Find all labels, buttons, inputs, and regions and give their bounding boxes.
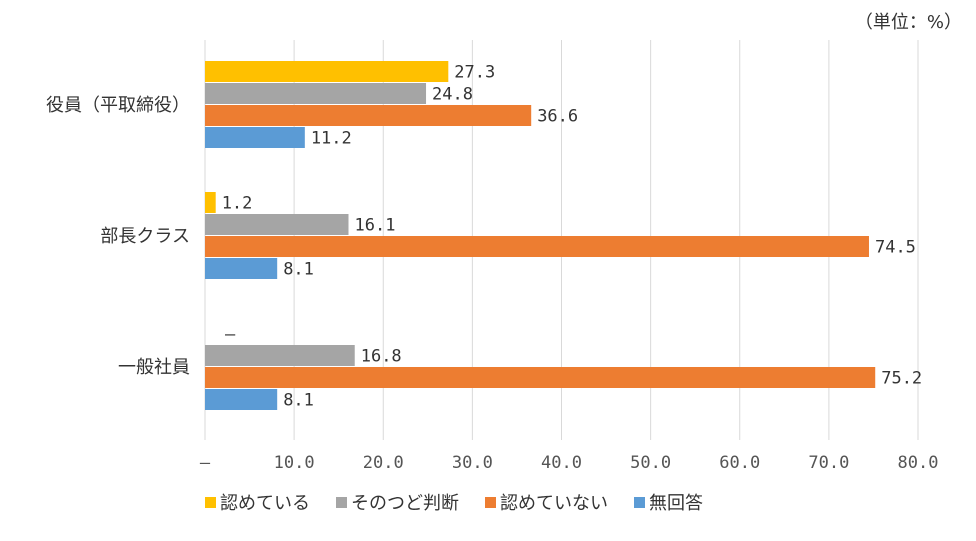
legend-label-sonotsudo-handan: そのつど判断 [351, 493, 459, 514]
legend-swatch-mitomete-iru [205, 496, 216, 508]
legend-swatch-sonotsudo-handan [336, 496, 347, 508]
legend-item-mukaitou: 無回答 [634, 489, 703, 515]
x-tick-label: – [200, 453, 211, 473]
bar-yakuin-mitomete-iru [205, 61, 449, 82]
data-label-ippan-mitomete-iru: – [225, 325, 236, 345]
bar-ippan-sonotsudo-handan [205, 345, 355, 366]
legend-swatch-mitomete-inai [485, 496, 496, 508]
x-tick-label: 70.0 [808, 453, 849, 473]
legend-label-mitomete-iru: 認めている [220, 493, 310, 514]
bar-buchou-mukaitou [205, 258, 278, 279]
data-label-yakuin-mitomete-iru: 27.3 [454, 63, 495, 83]
category-label-ippan: 一般社員 [118, 357, 190, 378]
data-label-ippan-sonotsudo-handan: 16.8 [361, 347, 402, 367]
bar-yakuin-sonotsudo-handan [205, 83, 427, 104]
x-tick-label: 50.0 [630, 453, 671, 473]
data-label-ippan-mitomete-inai: 75.2 [881, 369, 922, 389]
bar-buchou-mitomete-inai [205, 236, 869, 257]
legend: 認めている そのつど判断 認めていない 無回答 [205, 490, 703, 514]
x-tick-label: 30.0 [452, 453, 493, 473]
bar-ippan-mukaitou [205, 389, 278, 410]
data-label-yakuin-mitomete-inai: 36.6 [537, 107, 578, 127]
x-tick-label: 60.0 [719, 453, 760, 473]
unit-label: （単位：%） [854, 12, 962, 33]
legend-label-mitomete-inai: 認めていない [500, 493, 608, 514]
bar-yakuin-mukaitou [205, 127, 305, 148]
bar-ippan-mitomete-inai [205, 367, 876, 388]
category-label-yakuin: 役員（平取締役） [46, 95, 190, 116]
data-label-buchou-sonotsudo-handan: 16.1 [354, 216, 395, 236]
legend-label-mukaitou: 無回答 [649, 493, 703, 514]
category-label-buchou: 部長クラス [100, 226, 190, 247]
legend-item-sonotsudo-handan: そのつど判断 [336, 489, 459, 515]
bar-buchou-sonotsudo-handan [205, 214, 349, 235]
data-label-buchou-mitomete-iru: 1.2 [222, 194, 253, 214]
data-label-yakuin-sonotsudo-handan: 24.8 [432, 85, 473, 105]
legend-swatch-mukaitou [634, 496, 645, 508]
x-tick-label: 40.0 [541, 453, 582, 473]
legend-item-mitomete-iru: 認めている [205, 489, 310, 515]
data-label-ippan-mukaitou: 8.1 [283, 391, 314, 411]
bar-yakuin-mitomete-inai [205, 105, 532, 126]
legend-item-mitomete-inai: 認めていない [485, 489, 608, 515]
x-tick-label: 10.0 [274, 453, 315, 473]
x-tick-label: 20.0 [363, 453, 404, 473]
data-label-buchou-mitomete-inai: 74.5 [875, 238, 916, 258]
bar-buchou-mitomete-iru [205, 192, 216, 213]
x-tick-label: 80.0 [898, 453, 939, 473]
data-label-buchou-mukaitou: 8.1 [283, 260, 314, 280]
data-label-yakuin-mukaitou: 11.2 [311, 129, 352, 149]
